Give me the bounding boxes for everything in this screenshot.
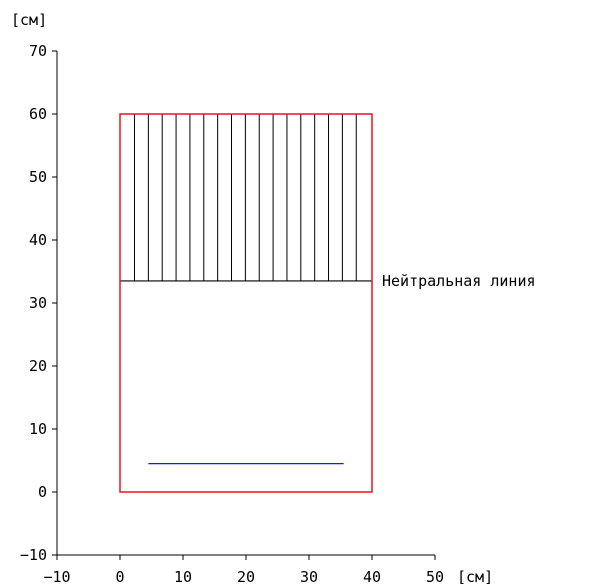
- x-tick-label: 10: [174, 568, 192, 586]
- x-tick-label: 20: [237, 568, 255, 586]
- y-tick-label: 30: [29, 294, 47, 312]
- y-ticks: −10 0 10 20 30 40 50 60 70: [20, 42, 57, 564]
- x-ticks: −10 0 10 20 30 40 50: [43, 555, 444, 586]
- y-axis-unit: [см]: [11, 11, 47, 29]
- y-tick-label: 20: [29, 357, 47, 375]
- y-tick-label: 50: [29, 168, 47, 186]
- neutral-line-label: Нейтральная линия: [382, 272, 536, 290]
- y-tick-label: 0: [38, 483, 47, 501]
- x-tick-label: 0: [115, 568, 124, 586]
- x-axis-unit: [см]: [457, 568, 493, 586]
- x-tick-label: 50: [426, 568, 444, 586]
- y-tick-label: −10: [20, 546, 47, 564]
- y-tick-label: 70: [29, 42, 47, 60]
- y-tick-label: 60: [29, 105, 47, 123]
- compression-zone-hatching: [133, 114, 357, 281]
- axes: −10 0 10 20 30 40 50 −10 0 10 20 30 40 50 60 70 [см] […: [11, 11, 493, 586]
- x-tick-label: −10: [43, 568, 70, 586]
- y-tick-label: 10: [29, 420, 47, 438]
- section-outline: [119, 113, 373, 493]
- y-tick-label: 40: [29, 231, 47, 249]
- x-tick-label: 30: [300, 568, 318, 586]
- x-tick-label: 40: [363, 568, 381, 586]
